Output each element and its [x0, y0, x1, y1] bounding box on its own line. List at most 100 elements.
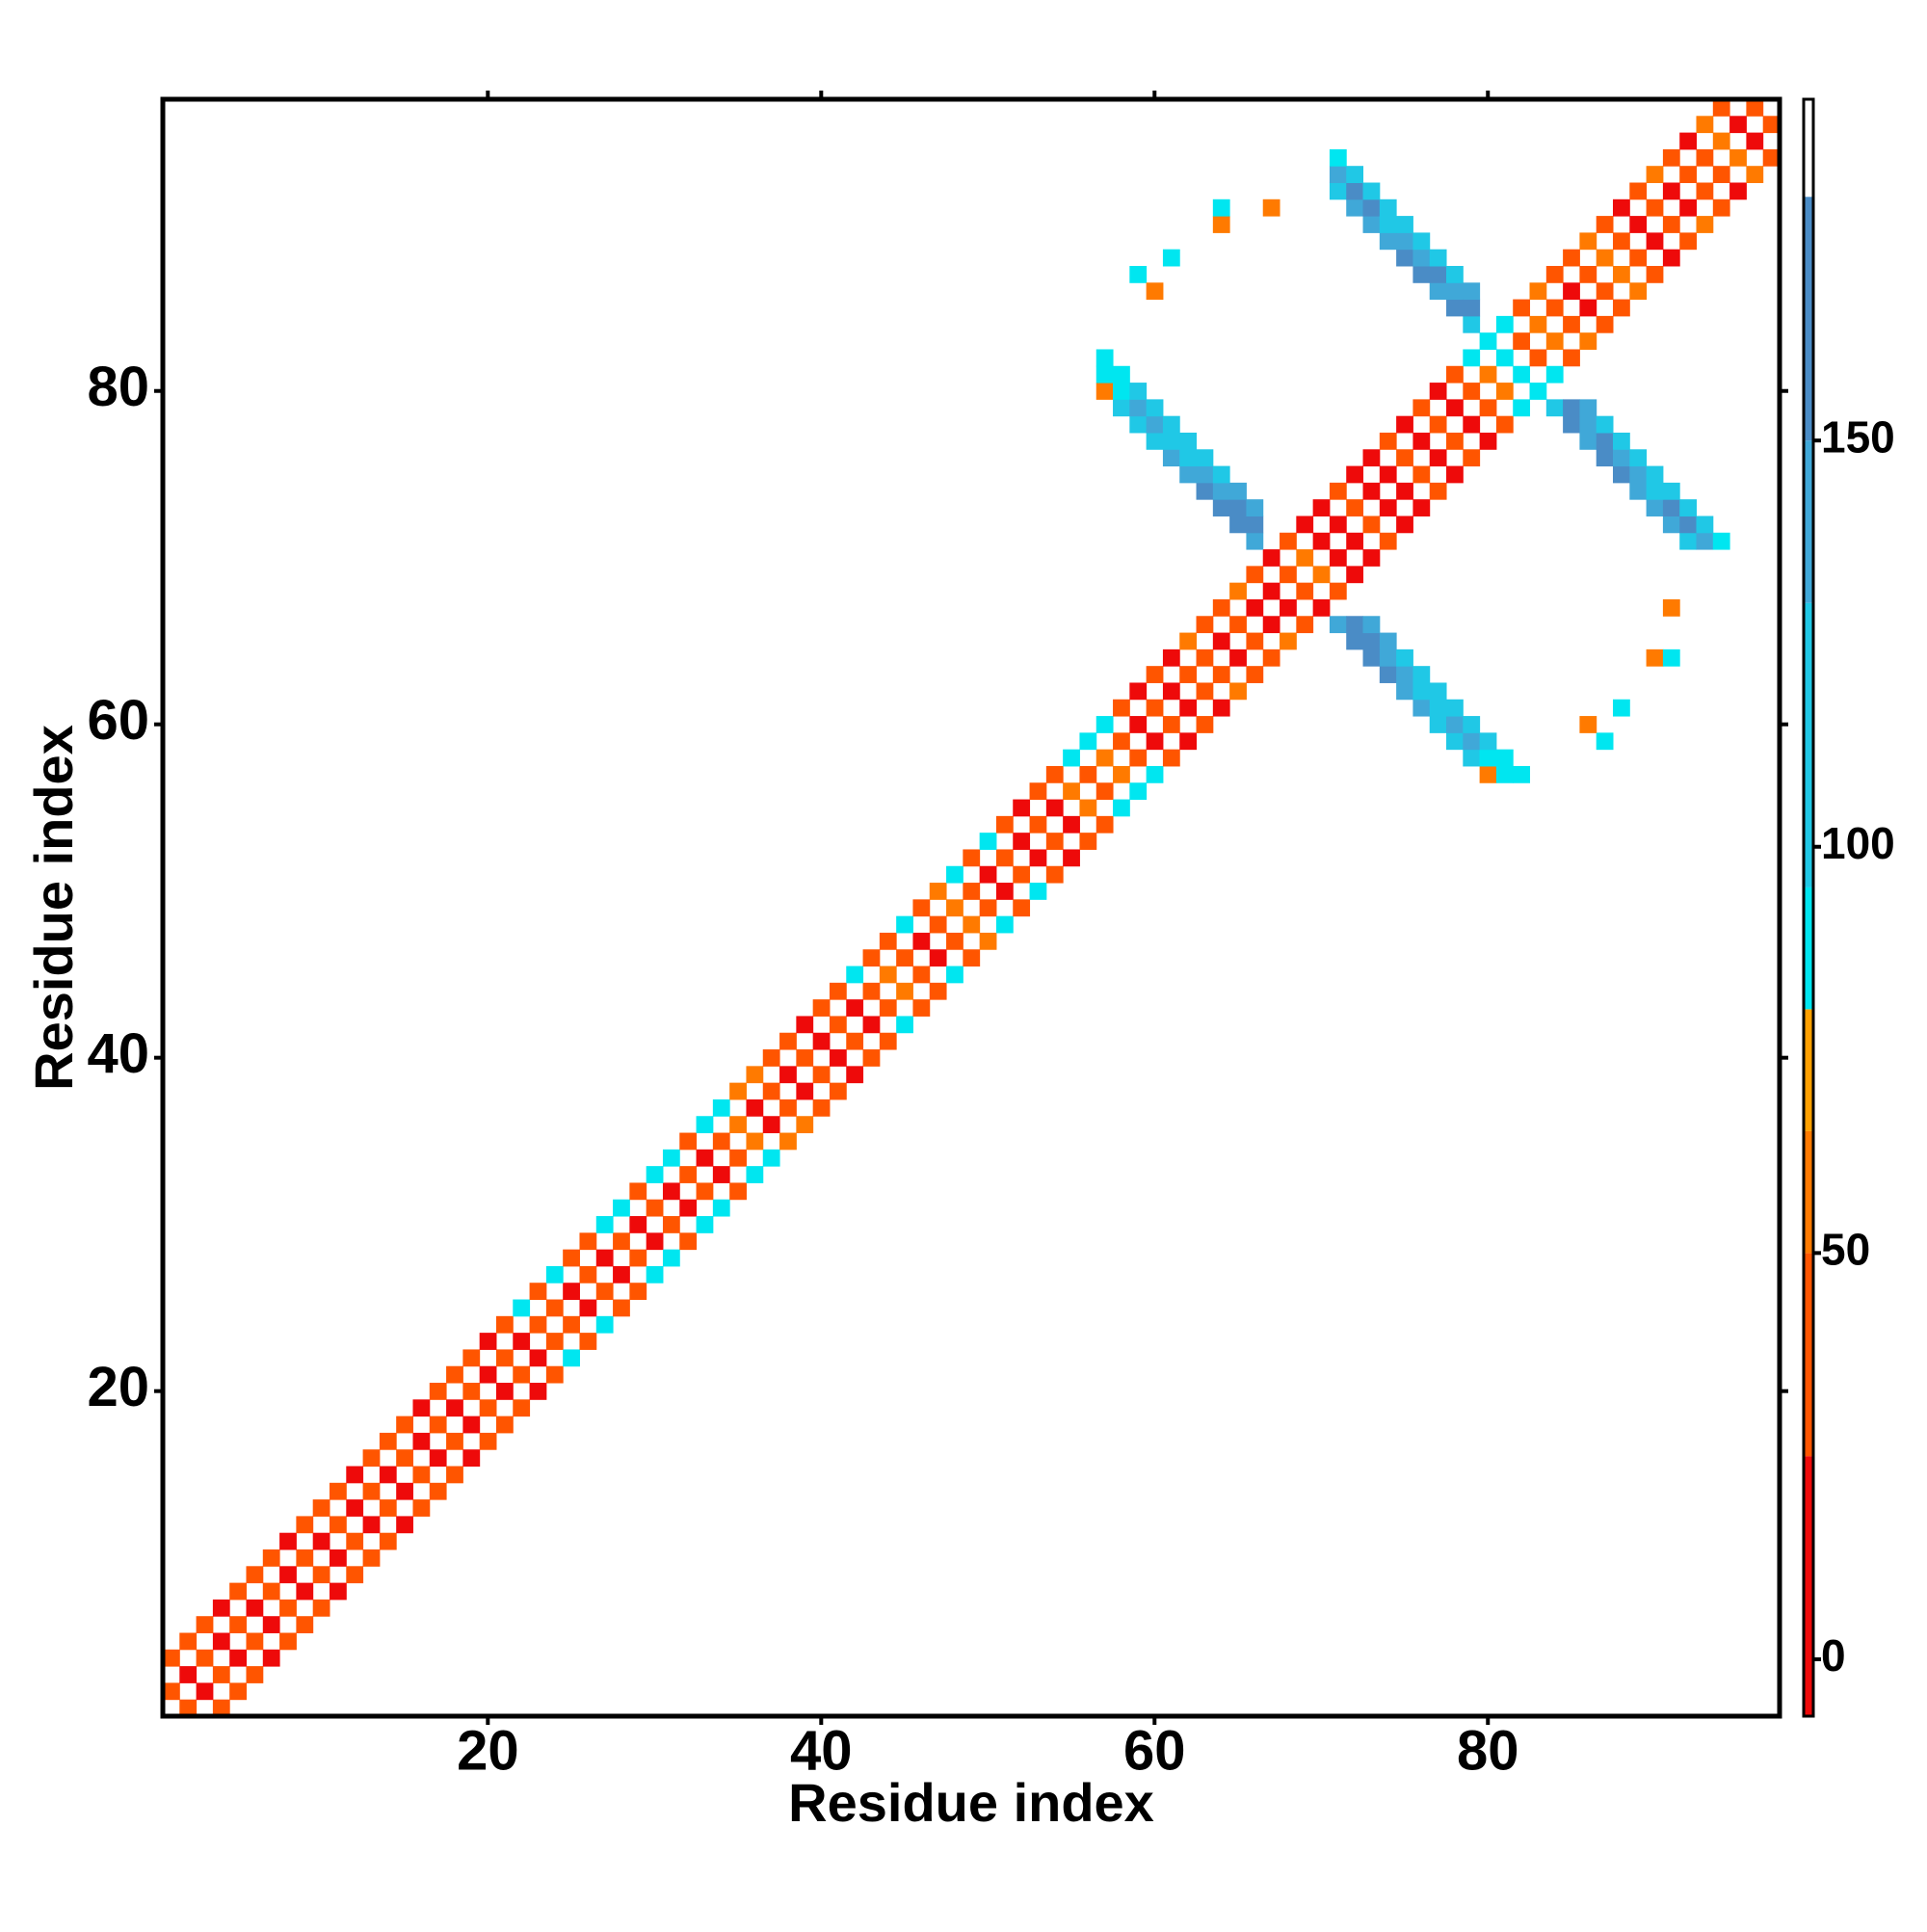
heat-cell-mirror: [1346, 566, 1364, 584]
heat-cell: [1412, 249, 1431, 267]
heat-cell-mirror: [1045, 865, 1064, 884]
heat-cell: [1229, 516, 1247, 534]
heat-cell: [1329, 166, 1347, 183]
heat-cell: [429, 1416, 447, 1434]
heat-cell-mirror: [246, 1632, 264, 1651]
heat-cell-mirror: [1563, 399, 1580, 417]
heat-cell: [1063, 782, 1080, 801]
heat-cell: [1129, 415, 1148, 434]
heat-cell-mirror: [1063, 849, 1080, 867]
heat-cell: [595, 1216, 614, 1233]
heat-cell: [1246, 598, 1264, 617]
heat-cell: [229, 1582, 247, 1601]
heat-cell: [946, 899, 964, 917]
heat-cell: [1196, 616, 1214, 634]
heat-cell-mirror: [646, 1232, 664, 1251]
heat-cell-mirror: [262, 1616, 280, 1634]
heat-cell-mirror: [1079, 833, 1097, 850]
heat-cell: [1463, 282, 1481, 301]
heat-cell-mirror: [613, 1265, 630, 1284]
heat-cell-mirror: [1662, 648, 1680, 667]
heat-cell: [1246, 532, 1264, 550]
heat-cell: [479, 1365, 497, 1384]
plot-frame: [160, 96, 1782, 1719]
heat-cell: [1379, 232, 1397, 251]
heat-cell-mirror: [1646, 482, 1664, 500]
heat-cell-mirror: [579, 1333, 597, 1350]
heat-cell-mirror: [513, 1399, 531, 1417]
heat-cell: [829, 1016, 847, 1034]
heat-cell: [312, 1499, 330, 1517]
heat-cell: [1212, 499, 1230, 516]
heat-cell-mirror: [679, 1232, 698, 1251]
heat-cell: [1029, 782, 1047, 801]
heat-cell-mirror: [396, 1482, 413, 1500]
heat-cell-mirror: [646, 1265, 664, 1284]
heat-cell: [1379, 465, 1397, 484]
heat-cell-mirror: [1662, 216, 1680, 233]
heat-cell: [879, 966, 897, 984]
heat-cell: [1529, 282, 1547, 301]
heat-cell: [1629, 216, 1648, 233]
heat-cell-mirror: [346, 1566, 364, 1584]
heat-cell: [1729, 116, 1747, 134]
heat-cell: [1379, 432, 1397, 450]
heat-cell: [796, 1049, 814, 1067]
y-tick-label: 40: [87, 1022, 149, 1085]
heat-cell: [346, 1499, 364, 1517]
heat-cell-mirror: [1379, 666, 1397, 683]
heat-cell: [746, 1066, 764, 1084]
heat-cell: [912, 932, 931, 950]
heat-cell: [629, 1216, 647, 1233]
heat-cell: [946, 865, 964, 884]
heat-cell: [1229, 499, 1247, 516]
heat-cell-mirror: [1563, 415, 1580, 434]
heat-cell: [1312, 532, 1331, 550]
colorbar-tick-label: 150: [1821, 411, 1895, 462]
heat-cell-mirror: [1463, 716, 1481, 733]
heat-cell-mirror: [446, 1432, 463, 1450]
heat-cell-mirror: [1762, 116, 1781, 134]
heat-cell-mirror: [1446, 732, 1464, 751]
heat-cell: [1162, 249, 1180, 267]
heat-cell: [1262, 582, 1280, 600]
heat-cell-mirror: [929, 949, 947, 967]
heat-cell-mirror: [312, 1599, 330, 1617]
heat-cell-mirror: [479, 1399, 497, 1417]
colorbar-band: [1804, 602, 1813, 887]
heat-cell-mirror: [1412, 499, 1431, 516]
heat-cell: [446, 1365, 463, 1384]
heat-cell: [246, 1599, 264, 1617]
heat-cell-mirror: [1362, 516, 1381, 534]
heat-cell-mirror: [1479, 765, 1497, 783]
heat-cell-mirror: [1396, 516, 1413, 534]
heat-cell: [1346, 182, 1364, 200]
heat-cell-mirror: [729, 1182, 747, 1201]
heat-cell-mirror: [1362, 632, 1381, 650]
heat-cell-mirror: [1545, 399, 1564, 417]
heat-cell: [579, 1265, 597, 1284]
heat-cell-mirror: [312, 1566, 330, 1584]
heat-cell-mirror: [1629, 449, 1648, 467]
heat-cell: [729, 1116, 747, 1134]
heat-cell-mirror: [1463, 732, 1481, 751]
heat-cell: [495, 1315, 514, 1334]
heat-cell: [1229, 482, 1247, 500]
heat-cell-mirror: [1662, 516, 1680, 534]
heat-cell: [1113, 699, 1130, 717]
heat-cell: [1162, 449, 1180, 467]
heat-cell: [1412, 265, 1431, 283]
heat-cell-mirror: [1513, 765, 1531, 783]
heat-cell: [979, 865, 997, 884]
heat-cell: [829, 982, 847, 1000]
heat-cell-mirror: [1712, 166, 1730, 183]
heat-cell: [1379, 198, 1397, 217]
heat-cell: [1063, 749, 1080, 767]
heat-cell: [1746, 99, 1764, 117]
heat-cell: [629, 1182, 647, 1201]
heat-cell: [779, 1032, 797, 1050]
heat-cell-mirror: [1362, 648, 1381, 667]
heat-cell-mirror: [545, 1365, 564, 1384]
heat-cell: [1545, 299, 1564, 317]
